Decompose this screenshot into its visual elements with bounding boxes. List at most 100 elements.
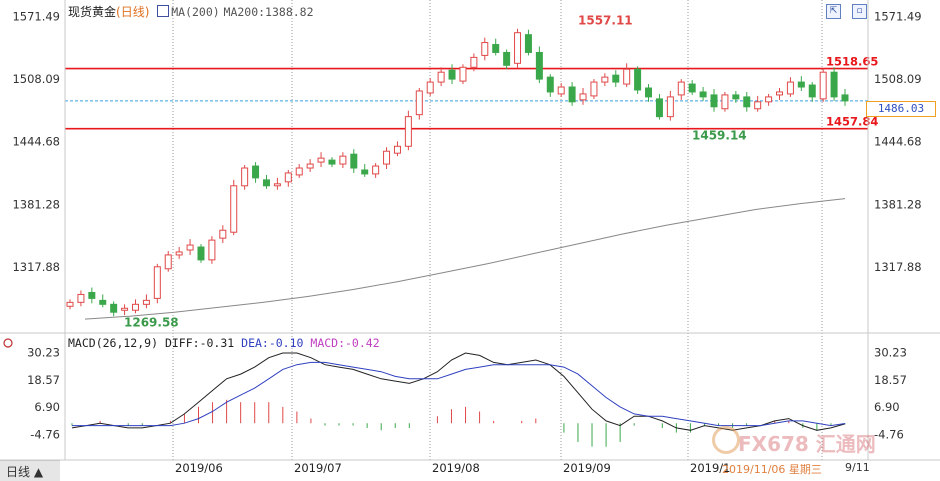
candle-body	[317, 157, 325, 163]
y-tick-label-right: 1444.68	[874, 135, 922, 149]
price-lines: 1518.65 1457.84	[65, 55, 878, 130]
candle-body	[99, 299, 107, 305]
macd-header: MACD(26,12,9) DIFF:-0.31 DEA:-0.10 MACD:…	[68, 336, 380, 350]
x-tick-label: 2019/07	[294, 461, 342, 475]
cursor-date: 2019/11/06 星期三	[722, 463, 822, 476]
y-tick-label-right: 1381.28	[874, 197, 922, 211]
candle-body	[688, 83, 696, 93]
macd-diff-line	[71, 352, 846, 431]
timeframe-selector[interactable]: 日线 ▲	[0, 460, 60, 481]
price-annotations: 1557.11 1459.14 1269.58	[124, 14, 747, 330]
candle-body	[612, 74, 620, 83]
candle-body	[295, 167, 303, 176]
candle-body	[601, 76, 609, 83]
candle-body	[459, 66, 467, 82]
candle-body	[579, 93, 587, 101]
ma200-layer	[84, 198, 846, 320]
candle-body	[514, 32, 522, 64]
candle-body	[66, 301, 74, 307]
macd-y-tick-right: 18.57	[874, 373, 907, 387]
macd-y-tick-left: 6.90	[34, 400, 60, 414]
candle-body	[273, 183, 281, 187]
candle-body	[426, 81, 434, 94]
y-tick-label-left: 1381.28	[12, 197, 60, 211]
x-tick-label: 2019/08	[432, 461, 480, 475]
candle-body	[186, 244, 194, 251]
level-label: 1518.65	[826, 55, 878, 69]
level-label: 1457.84	[826, 115, 878, 129]
candle-body	[699, 91, 707, 98]
candle-body	[535, 51, 543, 80]
macd-dea-line	[72, 361, 846, 427]
candle-body	[808, 84, 816, 98]
candle-body	[77, 293, 85, 303]
candle-body	[197, 246, 205, 261]
macd-y-tick-right: -4.76	[874, 427, 904, 441]
ma-swatch-icon	[157, 5, 170, 17]
candle-body	[306, 163, 314, 169]
current-price-tag: 1486.03	[866, 101, 936, 117]
ma-value: MA200:1388.82	[223, 5, 314, 19]
macd-layer	[71, 352, 846, 447]
candle-body	[655, 98, 663, 118]
candle-body	[241, 167, 249, 187]
close-icon[interactable]: ▫	[852, 4, 867, 19]
extreme-label: 1557.11	[578, 14, 633, 28]
candle-body	[88, 291, 96, 299]
candle-body	[623, 68, 631, 85]
cursor-time: 9/11	[845, 461, 870, 474]
y-tick-label-left: 1317.88	[12, 260, 60, 274]
candle-body	[677, 81, 685, 96]
macd-y-tick-left: 30.23	[27, 345, 60, 359]
candle-body	[765, 96, 773, 103]
timeframe-label: (日线)	[116, 5, 150, 19]
candle-body	[634, 68, 642, 91]
candle-body	[350, 153, 358, 169]
candle-body	[754, 101, 762, 110]
settings-icon	[3, 338, 13, 348]
candle-body	[153, 266, 161, 299]
candle-body	[284, 172, 292, 183]
candle-body	[383, 150, 391, 165]
candle-body	[819, 71, 827, 100]
candle-body	[524, 34, 532, 53]
candle-body	[219, 229, 227, 239]
candle-body	[492, 44, 500, 53]
export-icon[interactable]: ⇱	[826, 4, 841, 19]
candle-body	[448, 69, 456, 80]
macd-label[interactable]: MACD(26,12,9)	[68, 336, 159, 350]
candle-body	[372, 165, 380, 175]
candle-body	[797, 81, 805, 88]
candle-body	[776, 91, 784, 96]
macd-y-tick-left: 18.57	[27, 373, 60, 387]
candle-body	[262, 179, 270, 187]
candle-body	[568, 86, 576, 103]
x-tick-label: 2019/1	[690, 461, 730, 475]
candle-body	[164, 254, 172, 270]
candle-body	[710, 94, 718, 108]
watermark-logo-icon	[712, 426, 740, 454]
y-tick-label-right: 1508.09	[874, 72, 922, 86]
candle-body	[175, 251, 183, 256]
candle-body	[546, 76, 554, 93]
macd-macd: MACD:-0.42	[310, 336, 380, 350]
ma200-line	[84, 198, 846, 320]
candle-body	[503, 51, 511, 66]
candle-body	[142, 299, 150, 305]
candle-body	[415, 90, 423, 116]
ma-label[interactable]: MA(200)	[171, 5, 220, 19]
candle-body	[252, 165, 260, 179]
x-tick-label: 2019/06	[175, 461, 223, 475]
extreme-label: 1459.14	[692, 128, 747, 142]
candle-body	[590, 81, 598, 97]
macd-y-tick-right: 30.23	[874, 345, 907, 359]
extreme-label: 1269.58	[124, 316, 179, 330]
candle-body	[110, 303, 118, 313]
candle-body	[481, 42, 489, 56]
candle-body	[121, 307, 129, 311]
candle-body	[361, 169, 369, 175]
candle-body	[470, 56, 478, 68]
